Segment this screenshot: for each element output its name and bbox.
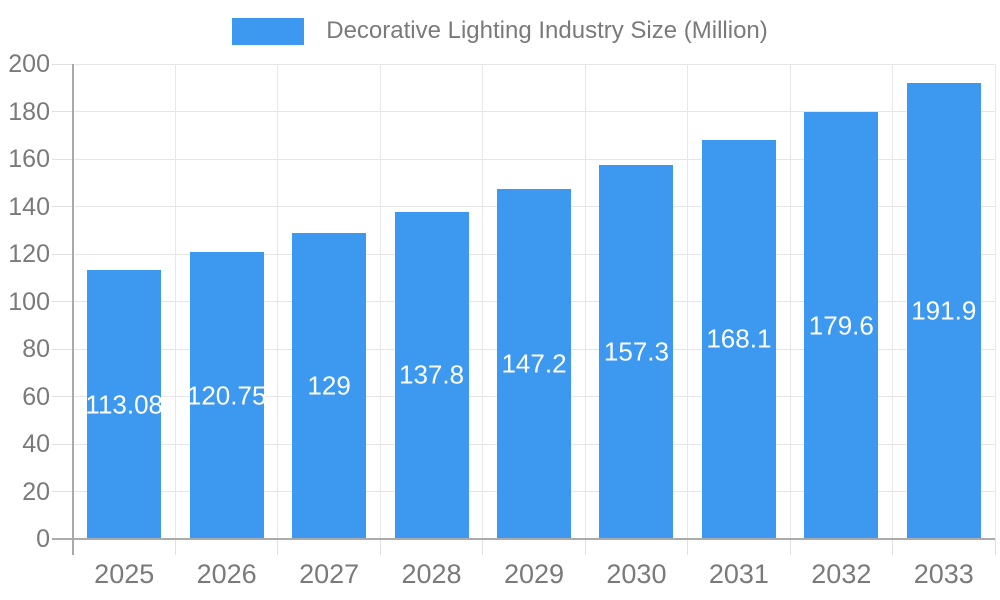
y-axis-label: 100 xyxy=(8,287,50,316)
x-axis-tick xyxy=(789,539,791,555)
y-axis-label: 140 xyxy=(8,192,50,221)
vertical-gridline xyxy=(687,64,689,539)
x-axis-label: 2029 xyxy=(503,559,565,589)
x-axis-tick xyxy=(174,539,176,555)
x-axis-line xyxy=(52,538,995,540)
x-axis-tick xyxy=(277,539,279,555)
y-axis-tick xyxy=(52,158,73,160)
bar[interactable] xyxy=(804,112,879,539)
y-axis-tick xyxy=(52,63,73,65)
bar-value-label: 137.8 xyxy=(399,359,465,390)
horizontal-gridline xyxy=(73,158,995,160)
y-axis-label: 160 xyxy=(8,145,50,173)
x-axis-tick xyxy=(892,539,894,555)
chart-legend[interactable]: Decorative Lighting Industry Size (Milli… xyxy=(0,17,1000,45)
y-axis-label: 120 xyxy=(8,240,50,268)
y-axis-label: 80 xyxy=(22,335,50,363)
legend-label[interactable]: Decorative Lighting Industry Size (Milli… xyxy=(326,17,768,44)
y-axis-tick xyxy=(52,206,73,207)
vertical-gridline xyxy=(584,64,586,539)
y-axis-tick xyxy=(52,491,73,492)
bar[interactable] xyxy=(189,252,264,539)
y-axis-label: 40 xyxy=(22,430,50,458)
y-axis-tick xyxy=(52,396,73,397)
x-axis-tick xyxy=(584,539,586,555)
bar-value-label: 157.3 xyxy=(603,336,669,367)
x-axis-tick xyxy=(687,539,689,555)
x-axis-tick xyxy=(994,539,996,555)
vertical-gridline xyxy=(789,64,791,539)
vertical-gridline xyxy=(277,64,279,539)
y-axis-line xyxy=(72,64,74,555)
y-axis-label: 0 xyxy=(36,525,50,553)
x-axis-label: 2032 xyxy=(811,559,872,589)
y-axis-tick xyxy=(52,111,73,112)
horizontal-gridline xyxy=(73,63,995,65)
bar-value-label: 129 xyxy=(307,370,351,401)
bar-value-label: 147.2 xyxy=(501,348,567,379)
y-axis-label: 200 xyxy=(8,50,50,78)
bar[interactable] xyxy=(292,232,367,539)
bar[interactable] xyxy=(87,270,162,539)
x-axis-label: 2030 xyxy=(606,559,667,589)
y-axis-tick xyxy=(52,253,73,255)
y-axis-tick xyxy=(52,301,73,302)
horizontal-gridline xyxy=(73,111,995,112)
bar[interactable] xyxy=(701,139,776,539)
x-axis-label: 2026 xyxy=(196,559,257,589)
vertical-gridline xyxy=(379,64,381,539)
vertical-gridline xyxy=(994,64,996,539)
bar-value-label: 179.6 xyxy=(808,310,874,341)
y-axis-tick xyxy=(52,348,73,350)
bar-value-label: 113.08 xyxy=(85,389,164,420)
vertical-gridline xyxy=(892,64,894,539)
bar[interactable] xyxy=(394,211,469,539)
bar[interactable] xyxy=(906,83,981,539)
bar[interactable] xyxy=(497,189,571,539)
vertical-gridline xyxy=(482,64,484,539)
x-axis-tick xyxy=(379,539,381,555)
x-axis-label: 2027 xyxy=(299,559,360,589)
bar[interactable] xyxy=(599,165,674,539)
legend-swatch[interactable] xyxy=(232,17,305,45)
vertical-gridline xyxy=(174,64,176,539)
x-axis-label: 2031 xyxy=(708,559,769,589)
plot-area: 113.08 120.75 129 137.8 147.2 157.3 168.1 179.6… xyxy=(52,63,996,555)
y-axis-tick xyxy=(52,443,73,445)
y-axis-label: 20 xyxy=(22,477,50,506)
x-axis-tick xyxy=(482,539,484,555)
x-axis-label: 2025 xyxy=(94,559,155,589)
bar-value-label: 168.1 xyxy=(706,323,772,354)
y-axis-label: 180 xyxy=(8,97,50,126)
bar-value-label: 120.75 xyxy=(186,380,267,411)
x-axis-label: 2028 xyxy=(401,559,462,589)
x-axis-label: 2033 xyxy=(913,559,974,589)
bar-value-label: 191.9 xyxy=(911,295,977,326)
y-axis-label: 60 xyxy=(22,382,50,411)
